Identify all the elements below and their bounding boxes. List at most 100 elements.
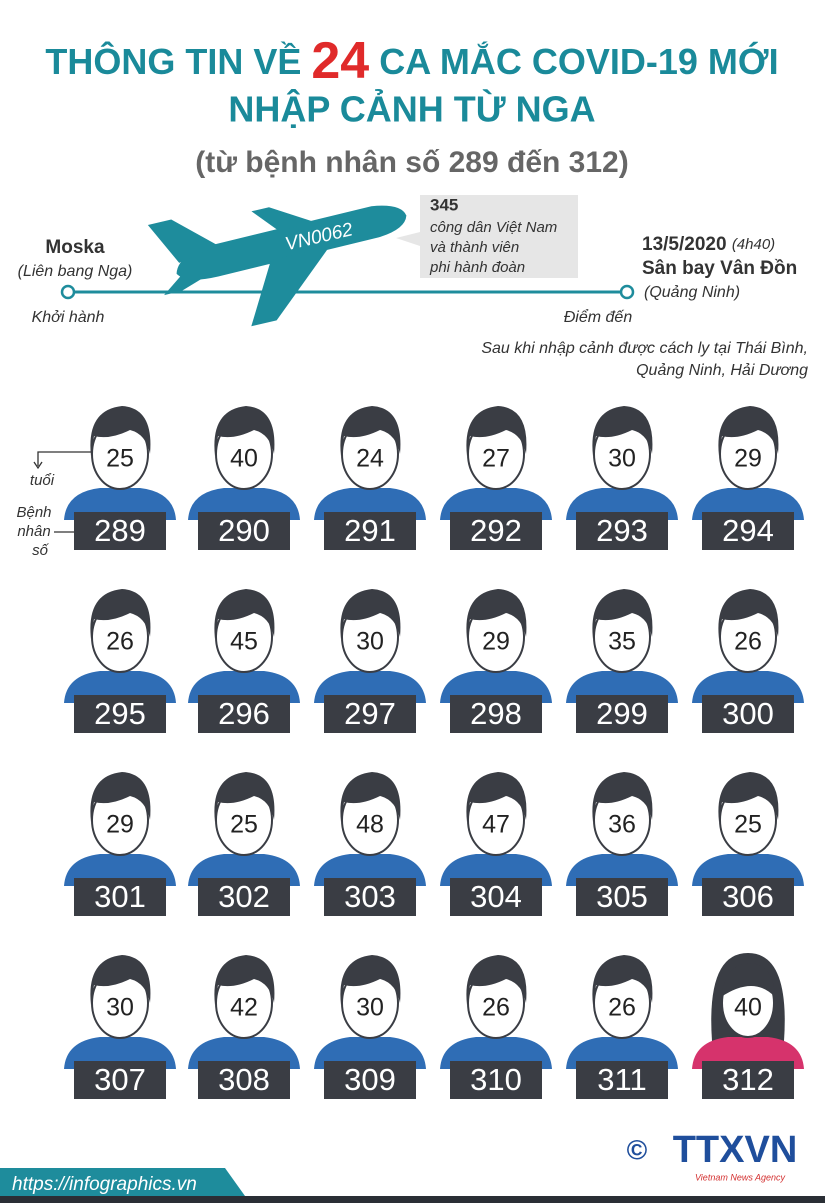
id-box [450, 695, 542, 733]
id-box [702, 695, 794, 733]
patient: 29 298 [440, 589, 552, 733]
age-pointer-head [33, 461, 43, 470]
patient: 26 311 [566, 955, 678, 1099]
id-box [702, 1061, 794, 1099]
hair [340, 406, 401, 456]
patient: 36 305 [566, 772, 678, 916]
patient-age: 40 [230, 445, 258, 473]
patient-age: 25 [230, 811, 258, 839]
patient-id: 297 [344, 696, 396, 731]
patient-id: 302 [218, 879, 270, 914]
patient-age: 30 [608, 445, 636, 473]
footer-url[interactable]: https://infographics.vn [12, 1174, 197, 1195]
patient-age: 35 [608, 628, 636, 656]
passenger-count: 345 [430, 195, 458, 214]
patient-age: 29 [482, 628, 510, 656]
copyright: © [627, 1134, 648, 1165]
hair [718, 772, 779, 822]
patient: 26 295 [64, 589, 176, 733]
hair [592, 406, 653, 456]
patient-age: 30 [356, 628, 384, 656]
subtitle: (từ bệnh nhân số 289 đến 312) [195, 146, 628, 179]
departure-label: Khởi hành [32, 309, 105, 326]
patient-id: 305 [596, 879, 648, 914]
patient-id: 306 [722, 879, 774, 914]
patient-grid: 25 289 40 290 24 291 27 292 30 293 29 294 26 295 45 296… [64, 406, 804, 1099]
hair [90, 955, 151, 1005]
id-box [576, 878, 668, 916]
patient: 30 293 [566, 406, 678, 550]
patient-id: 289 [94, 513, 146, 548]
fuselage [176, 205, 407, 280]
passenger-desc: công dân Việt Nam [430, 219, 557, 236]
patient-label: số [32, 542, 50, 559]
id-box [450, 1061, 542, 1099]
wing [251, 246, 330, 327]
quarantine-note: Sau khi nhập cảnh được cách ly tại Thái … [481, 340, 808, 357]
id-box [702, 878, 794, 916]
patient-id: 303 [344, 879, 396, 914]
patient-age: 48 [356, 811, 384, 839]
id-box [576, 512, 668, 550]
arrival-datetime: 13/5/2020 (4h40) [642, 234, 775, 255]
hair [592, 955, 653, 1005]
patient-id: 298 [470, 696, 522, 731]
id-box [324, 695, 416, 733]
hair [592, 589, 653, 639]
arrival-date: 13/5/2020 [642, 234, 727, 255]
age-pointer [37, 451, 92, 466]
patient-label: nhân [17, 523, 50, 540]
id-box [576, 1061, 668, 1099]
patient-id: 299 [596, 696, 648, 731]
hair [214, 772, 275, 822]
hair [214, 406, 275, 456]
hair [466, 772, 527, 822]
passenger-desc: phi hành đoàn [429, 259, 525, 276]
patient-id: 310 [470, 1062, 522, 1097]
patient-age: 26 [734, 628, 762, 656]
id-box [450, 512, 542, 550]
hair [90, 772, 151, 822]
hair [466, 955, 527, 1005]
patient: 30 309 [314, 955, 426, 1099]
patient: 25 306 [692, 772, 804, 916]
patient-id: 292 [470, 513, 522, 548]
patient: 30 297 [314, 589, 426, 733]
patient-age: 26 [106, 628, 134, 656]
patient: 26 310 [440, 955, 552, 1099]
patient-id: 312 [722, 1062, 774, 1097]
patient-id: 300 [722, 696, 774, 731]
age-label: tuổi [30, 472, 55, 489]
patient-id: 294 [722, 513, 774, 548]
patient-id: 290 [218, 513, 270, 548]
hair [718, 589, 779, 639]
patient-age: 30 [356, 994, 384, 1022]
quarantine-note: Quảng Ninh, Hải Dương [636, 362, 808, 379]
patient-id: 311 [597, 1062, 646, 1097]
patient-label: Bệnh [16, 504, 51, 521]
patient: 29 301 [64, 772, 176, 916]
footer-bar [0, 1196, 825, 1203]
patient: 45 296 [188, 589, 300, 733]
title-part: CA MẮC COVID-19 MỚI [379, 40, 778, 82]
patient-age: 26 [482, 994, 510, 1022]
patient: 47 304 [440, 772, 552, 916]
patient-age: 40 [734, 994, 762, 1022]
patient: 26 300 [692, 589, 804, 733]
patient: 40 312 [692, 953, 804, 1099]
id-box [324, 1061, 416, 1099]
patient-age: 42 [230, 994, 258, 1022]
patient-id: 296 [218, 696, 270, 731]
route-start [60, 284, 76, 300]
patient-id: 308 [218, 1062, 270, 1097]
patient: 42 308 [188, 955, 300, 1099]
agency: Vietnam News Agency [695, 1172, 786, 1182]
destination-province: (Quảng Ninh) [644, 284, 740, 301]
tail [147, 219, 219, 263]
patient-age: 29 [734, 445, 762, 473]
arrival-label: Điểm đến [564, 308, 633, 326]
patient-id: 307 [94, 1062, 146, 1097]
id-box [74, 1061, 166, 1099]
patient: 25 302 [188, 772, 300, 916]
patient-age: 47 [482, 811, 510, 839]
